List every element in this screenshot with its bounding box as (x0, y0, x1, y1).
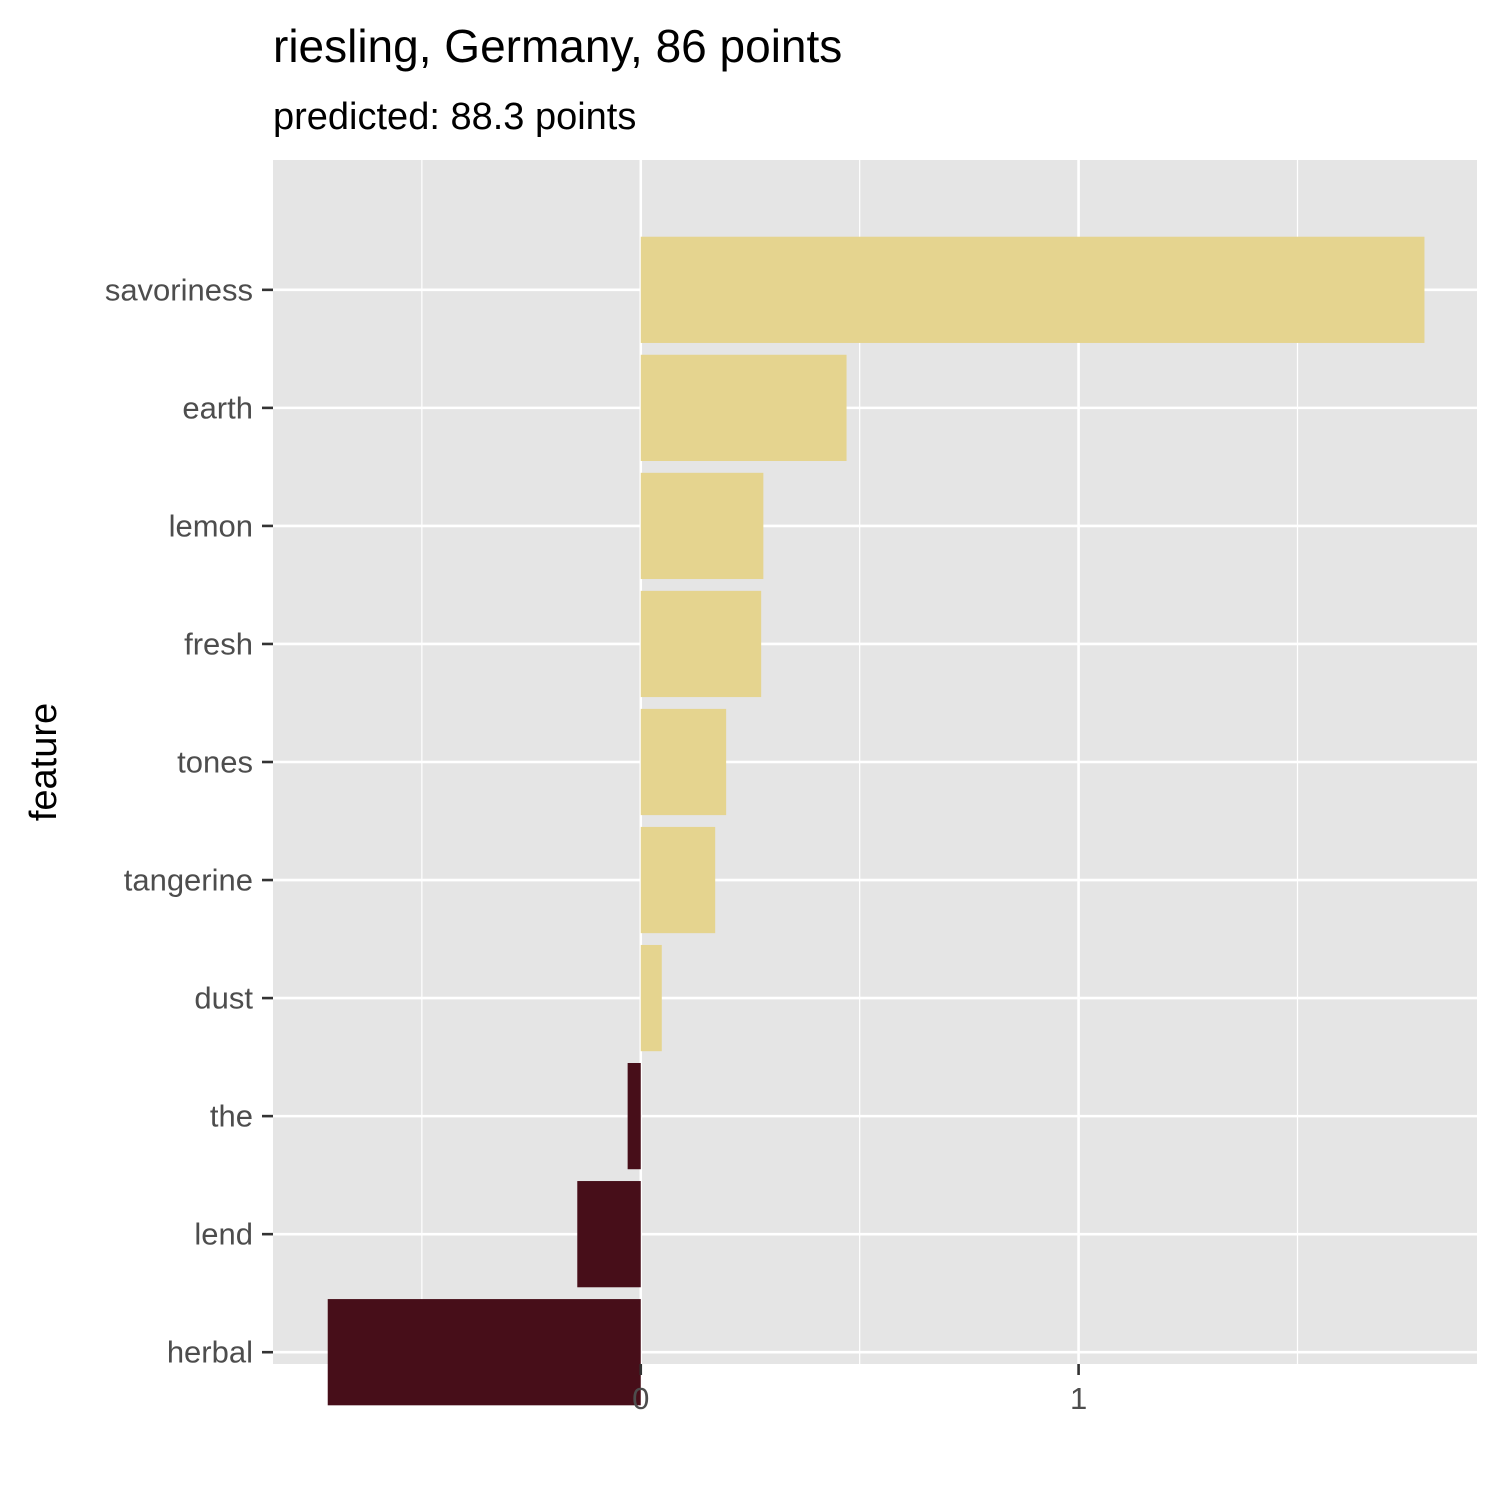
bar-dust (640, 944, 662, 1052)
bar-lend (577, 1181, 641, 1288)
bar-tones (640, 708, 727, 816)
y-tick-label: tones (177, 745, 253, 780)
chart-title: riesling, Germany, 86 points (273, 20, 842, 72)
bar-fresh (640, 590, 762, 698)
x-tick-label: 0 (632, 1381, 649, 1416)
y-tick-label: tangerine (124, 863, 253, 898)
y-tick-label: lemon (169, 508, 253, 543)
y-tick-label: lend (194, 1217, 253, 1252)
x-tick-label: 1 (1070, 1381, 1087, 1416)
bar-tangerine (640, 826, 716, 934)
bar-savoriness (640, 236, 1425, 343)
bar-herbal (327, 1299, 641, 1406)
chart-subtitle: predicted: 88.3 points (273, 96, 636, 138)
bar-the (627, 1063, 641, 1170)
y-axis-title: feature (23, 703, 65, 821)
y-axis: savoriness earth lemon fresh tones tangerine d… (105, 272, 273, 1370)
y-tick-label: earth (182, 390, 253, 425)
major-gridlines (273, 160, 1477, 1364)
y-tick-label: fresh (184, 626, 253, 661)
bar-lemon (640, 472, 764, 580)
y-tick-label: the (210, 1099, 253, 1134)
y-tick-label: savoriness (105, 272, 253, 307)
bar-earth (640, 354, 847, 461)
y-tick-label: dust (194, 981, 253, 1016)
bars (327, 236, 1425, 1406)
y-tick-label: herbal (167, 1335, 253, 1370)
